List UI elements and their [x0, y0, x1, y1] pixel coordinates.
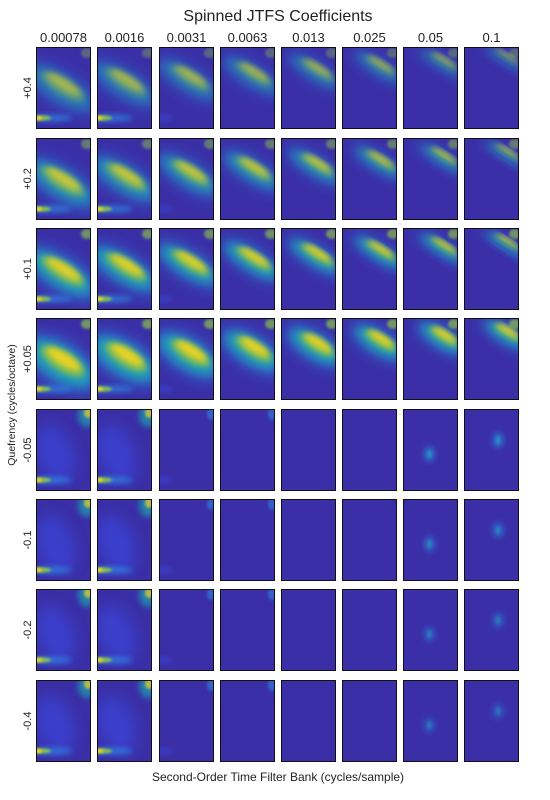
column-label: 0.0016: [105, 30, 145, 45]
heatmap-panel: [281, 499, 336, 581]
heatmap-panel: [36, 589, 91, 671]
heatmap-panel: [97, 318, 152, 400]
column-labels: 0.00078 0.0016 0.0031 0.0063 0.013 0.025 0.05 0…: [40, 30, 501, 45]
heatmap-panel: [464, 589, 519, 671]
heatmap-panel: [220, 228, 275, 310]
column-label: 0.1: [482, 30, 500, 45]
heatmap-panel: [159, 589, 214, 671]
heatmap-panel: [36, 228, 91, 310]
heatmap-panel: [281, 318, 336, 400]
heatmap-panel: [403, 318, 458, 400]
column-label: 0.0031: [167, 30, 207, 45]
heatmap-panel: [159, 499, 214, 581]
heatmap-panel: [342, 318, 397, 400]
heatmap-panel: [342, 680, 397, 762]
heatmap-panel: [220, 680, 275, 762]
heatmap-panel: [281, 589, 336, 671]
x-axis-label: Second-Order Time Filter Bank (cycles/sa…: [152, 770, 404, 784]
heatmap-panel: [403, 589, 458, 671]
heatmap-panel: [36, 499, 91, 581]
heatmap-panel: [342, 589, 397, 671]
heatmap-panel: [97, 47, 152, 129]
figure-title: Spinned JTFS Coefficients: [183, 8, 372, 25]
heatmap-panel: [342, 138, 397, 220]
heatmap-panel: [464, 409, 519, 491]
heatmap-panel: [97, 589, 152, 671]
heatmap-panel: [403, 47, 458, 129]
heatmap-panel: [342, 47, 397, 129]
row-label: +0.05: [22, 345, 34, 373]
row-label: -0.1: [22, 531, 34, 550]
heatmap-panel: [403, 228, 458, 310]
heatmap-panel: [464, 47, 519, 129]
heatmap-panel: [342, 228, 397, 310]
row-labels: +0.4 +0.2 +0.1 +0.05 -0.05 -0.1 -0.2 -0.4: [22, 77, 34, 730]
heatmap-panel: [220, 47, 275, 129]
heatmap-panel: [342, 409, 397, 491]
heatmap-panel: [281, 47, 336, 129]
heatmap-panel: [36, 409, 91, 491]
heatmap-panel: [36, 138, 91, 220]
row-label: -0.05: [22, 437, 34, 462]
heatmap-panel: [36, 47, 91, 129]
heatmap-panel: [97, 138, 152, 220]
heatmap-panel: [464, 228, 519, 310]
column-label: 0.00078: [40, 30, 87, 45]
heatmap-panel: [159, 47, 214, 129]
panel-grid: [36, 47, 519, 762]
heatmap-panel: [464, 499, 519, 581]
heatmap-panel: [97, 228, 152, 310]
row-label: +0.2: [22, 168, 34, 190]
heatmap-panel: [159, 228, 214, 310]
column-label: 0.025: [353, 30, 386, 45]
heatmap-panel: [342, 499, 397, 581]
heatmap-panel: [220, 138, 275, 220]
column-label: 0.05: [418, 30, 443, 45]
heatmap-panel: [220, 589, 275, 671]
heatmap-panel: [159, 409, 214, 491]
heatmap-panel: [97, 499, 152, 581]
column-label: 0.013: [292, 30, 325, 45]
heatmap-panel: [220, 318, 275, 400]
y-axis-label: Quefrency (cycles/octave): [6, 344, 18, 465]
heatmap-panel: [464, 138, 519, 220]
heatmap-panel: [403, 409, 458, 491]
heatmap-panel: [464, 318, 519, 400]
heatmap-panel: [403, 680, 458, 762]
heatmap-panel: [281, 228, 336, 310]
heatmap-panel: [403, 499, 458, 581]
heatmap-panel: [220, 409, 275, 491]
heatmap-panel: [36, 680, 91, 762]
heatmap-panel: [159, 680, 214, 762]
row-label: -0.2: [22, 621, 34, 640]
heatmap-panel: [464, 680, 519, 762]
heatmap-panel: [159, 318, 214, 400]
heatmap-panel: [281, 680, 336, 762]
row-label: -0.4: [22, 712, 34, 731]
heatmap-panel: [220, 499, 275, 581]
heatmap-panel: [403, 138, 458, 220]
heatmap-panel: [97, 409, 152, 491]
heatmap-panel: [281, 138, 336, 220]
row-label: +0.4: [22, 77, 34, 99]
heatmap-panel: [281, 409, 336, 491]
column-label: 0.0063: [228, 30, 268, 45]
heatmap-panel: [159, 138, 214, 220]
heatmap-panel: [97, 680, 152, 762]
heatmap-panel: [36, 318, 91, 400]
row-label: +0.1: [22, 258, 34, 280]
